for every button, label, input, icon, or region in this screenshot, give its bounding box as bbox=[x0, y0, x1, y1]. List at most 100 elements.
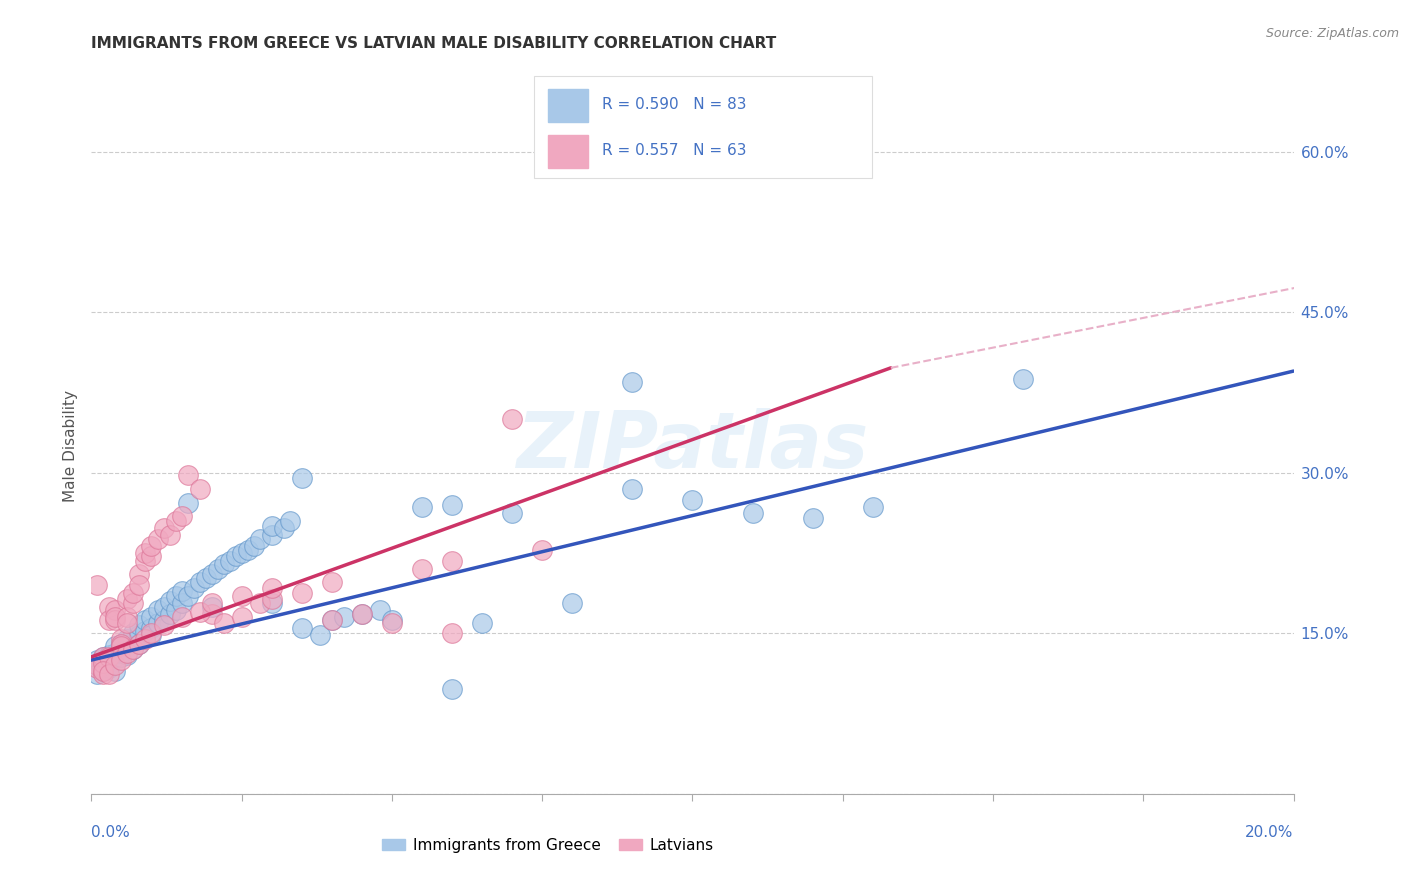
Point bbox=[110, 639, 132, 653]
Point bbox=[146, 615, 169, 630]
Point bbox=[128, 567, 150, 582]
Point bbox=[561, 596, 583, 610]
Point bbox=[146, 603, 169, 617]
Point bbox=[128, 637, 150, 651]
Point bbox=[411, 500, 433, 514]
Point bbox=[152, 617, 174, 632]
Point bbox=[681, 492, 703, 507]
Point bbox=[308, 628, 330, 642]
Point bbox=[93, 667, 115, 681]
Point bbox=[122, 585, 145, 599]
Point bbox=[117, 648, 139, 662]
Point bbox=[411, 562, 433, 576]
Point bbox=[134, 632, 156, 646]
Point bbox=[188, 482, 211, 496]
Point bbox=[165, 603, 187, 617]
Point bbox=[201, 567, 224, 582]
Point bbox=[117, 592, 139, 607]
Point bbox=[440, 498, 463, 512]
Point bbox=[278, 514, 301, 528]
Point bbox=[159, 528, 181, 542]
Point bbox=[321, 614, 343, 628]
Point bbox=[110, 646, 132, 660]
Point bbox=[350, 607, 373, 621]
Point bbox=[291, 471, 314, 485]
Point bbox=[122, 626, 145, 640]
Point bbox=[141, 549, 163, 564]
Point bbox=[104, 614, 127, 628]
Text: Source: ZipAtlas.com: Source: ZipAtlas.com bbox=[1265, 27, 1399, 40]
Point bbox=[128, 628, 150, 642]
Point bbox=[170, 583, 193, 598]
Point bbox=[350, 607, 373, 621]
Point bbox=[152, 614, 174, 628]
Point bbox=[93, 664, 115, 678]
Point bbox=[862, 500, 884, 514]
FancyBboxPatch shape bbox=[534, 76, 872, 178]
Point bbox=[176, 496, 198, 510]
Point bbox=[176, 467, 198, 482]
Point bbox=[440, 626, 463, 640]
Point bbox=[165, 514, 187, 528]
Point bbox=[440, 553, 463, 567]
Point bbox=[86, 660, 108, 674]
Point bbox=[201, 596, 224, 610]
Point bbox=[231, 546, 253, 560]
Point bbox=[152, 521, 174, 535]
Point bbox=[122, 642, 145, 657]
Point bbox=[242, 539, 264, 553]
Point bbox=[93, 657, 115, 671]
Point bbox=[128, 637, 150, 651]
Point bbox=[146, 532, 169, 546]
Point bbox=[122, 642, 145, 657]
Point bbox=[212, 615, 235, 630]
Point bbox=[249, 596, 271, 610]
Point bbox=[110, 653, 132, 667]
Point bbox=[260, 528, 283, 542]
Point bbox=[531, 542, 554, 557]
Text: IMMIGRANTS FROM GREECE VS LATVIAN MALE DISABILITY CORRELATION CHART: IMMIGRANTS FROM GREECE VS LATVIAN MALE D… bbox=[91, 36, 776, 51]
Point bbox=[225, 549, 247, 564]
Point bbox=[117, 632, 139, 646]
Point bbox=[141, 621, 163, 635]
Point bbox=[134, 546, 156, 560]
Point bbox=[128, 617, 150, 632]
Point bbox=[141, 539, 163, 553]
Point bbox=[93, 664, 115, 678]
Point bbox=[104, 649, 127, 664]
Point bbox=[333, 610, 356, 624]
Point bbox=[98, 667, 121, 681]
Text: R = 0.557   N = 63: R = 0.557 N = 63 bbox=[602, 144, 747, 158]
Point bbox=[501, 412, 523, 426]
Point bbox=[93, 660, 115, 674]
Point bbox=[98, 649, 121, 664]
Point bbox=[110, 649, 132, 664]
FancyBboxPatch shape bbox=[548, 136, 588, 168]
Point bbox=[236, 542, 259, 557]
Point bbox=[501, 507, 523, 521]
Point bbox=[98, 653, 121, 667]
Point bbox=[165, 589, 187, 603]
Point bbox=[104, 603, 127, 617]
Y-axis label: Male Disability: Male Disability bbox=[63, 390, 79, 502]
Point bbox=[159, 594, 181, 608]
Text: 0.0%: 0.0% bbox=[91, 825, 131, 840]
Point bbox=[801, 510, 824, 524]
Point bbox=[201, 599, 224, 614]
Point bbox=[86, 578, 108, 592]
Point bbox=[291, 585, 314, 599]
Point bbox=[122, 596, 145, 610]
Point bbox=[104, 646, 127, 660]
Point bbox=[260, 592, 283, 607]
Point bbox=[260, 596, 283, 610]
Point bbox=[621, 375, 644, 389]
Point bbox=[117, 610, 139, 624]
Point bbox=[110, 637, 132, 651]
Point bbox=[170, 610, 193, 624]
Point bbox=[98, 614, 121, 628]
Point bbox=[98, 599, 121, 614]
Point bbox=[201, 607, 224, 621]
Point bbox=[134, 624, 156, 639]
Point bbox=[141, 626, 163, 640]
Legend: Immigrants from Greece, Latvians: Immigrants from Greece, Latvians bbox=[377, 832, 720, 859]
